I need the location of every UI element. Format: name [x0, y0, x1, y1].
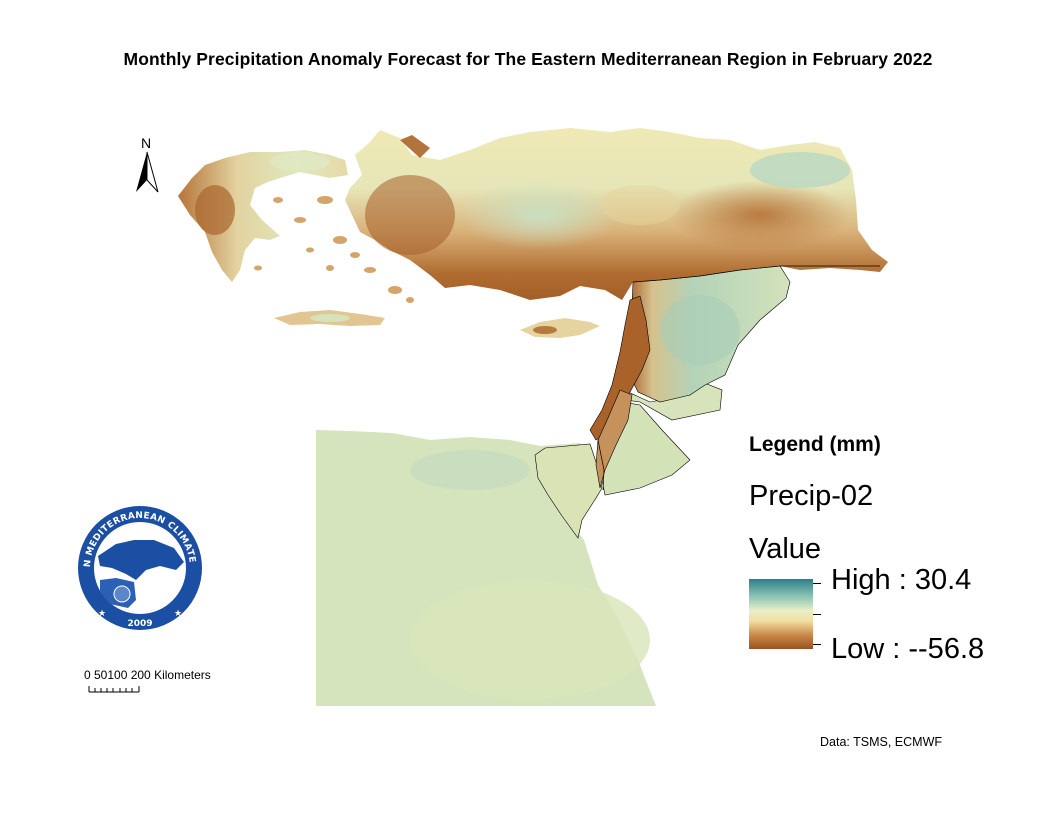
- north-arrow-icon: [136, 151, 159, 193]
- legend-tick-high: [813, 583, 821, 584]
- data-credit: Data: TSMS, ECMWF: [820, 735, 943, 749]
- legend-low-label: Low : --56.8: [831, 633, 985, 665]
- egypt-region: [316, 430, 656, 706]
- legend-tick-low: [813, 644, 821, 645]
- logo-star-left-icon: ★: [98, 608, 106, 618]
- map-title: Monthly Precipitation Anomaly Forecast f…: [123, 49, 933, 69]
- greece-region: [178, 150, 348, 282]
- legend-tick-mid: [813, 614, 821, 615]
- legend-color-ramp: [749, 579, 813, 649]
- north-label: N: [141, 135, 152, 151]
- legend-heading: Legend (mm): [749, 433, 881, 456]
- legend-field-name: Value: [749, 533, 822, 565]
- legend-high-label: High : 30.4: [831, 564, 972, 596]
- levant-coast-region: [589, 295, 651, 489]
- legend-layer-name: Precip-02: [749, 480, 874, 512]
- logo-year: 2009: [127, 619, 152, 629]
- scale-bar-label: 0 50100 200 Kilometers: [84, 668, 211, 682]
- crete-island: [274, 310, 385, 326]
- emcc-logo: EASTERN MEDITERRANEAN CLIMATE CENTRE 200…: [76, 504, 202, 630]
- cyprus-island: [520, 318, 600, 338]
- logo-star-right-icon: ★: [174, 608, 182, 618]
- syria-region: [627, 265, 791, 403]
- sinai-region: [534, 443, 603, 539]
- scale-bar-ruler: [88, 686, 140, 693]
- country-borders: [597, 265, 880, 491]
- turkey-region: [345, 128, 888, 300]
- aegean-islands: [254, 196, 414, 303]
